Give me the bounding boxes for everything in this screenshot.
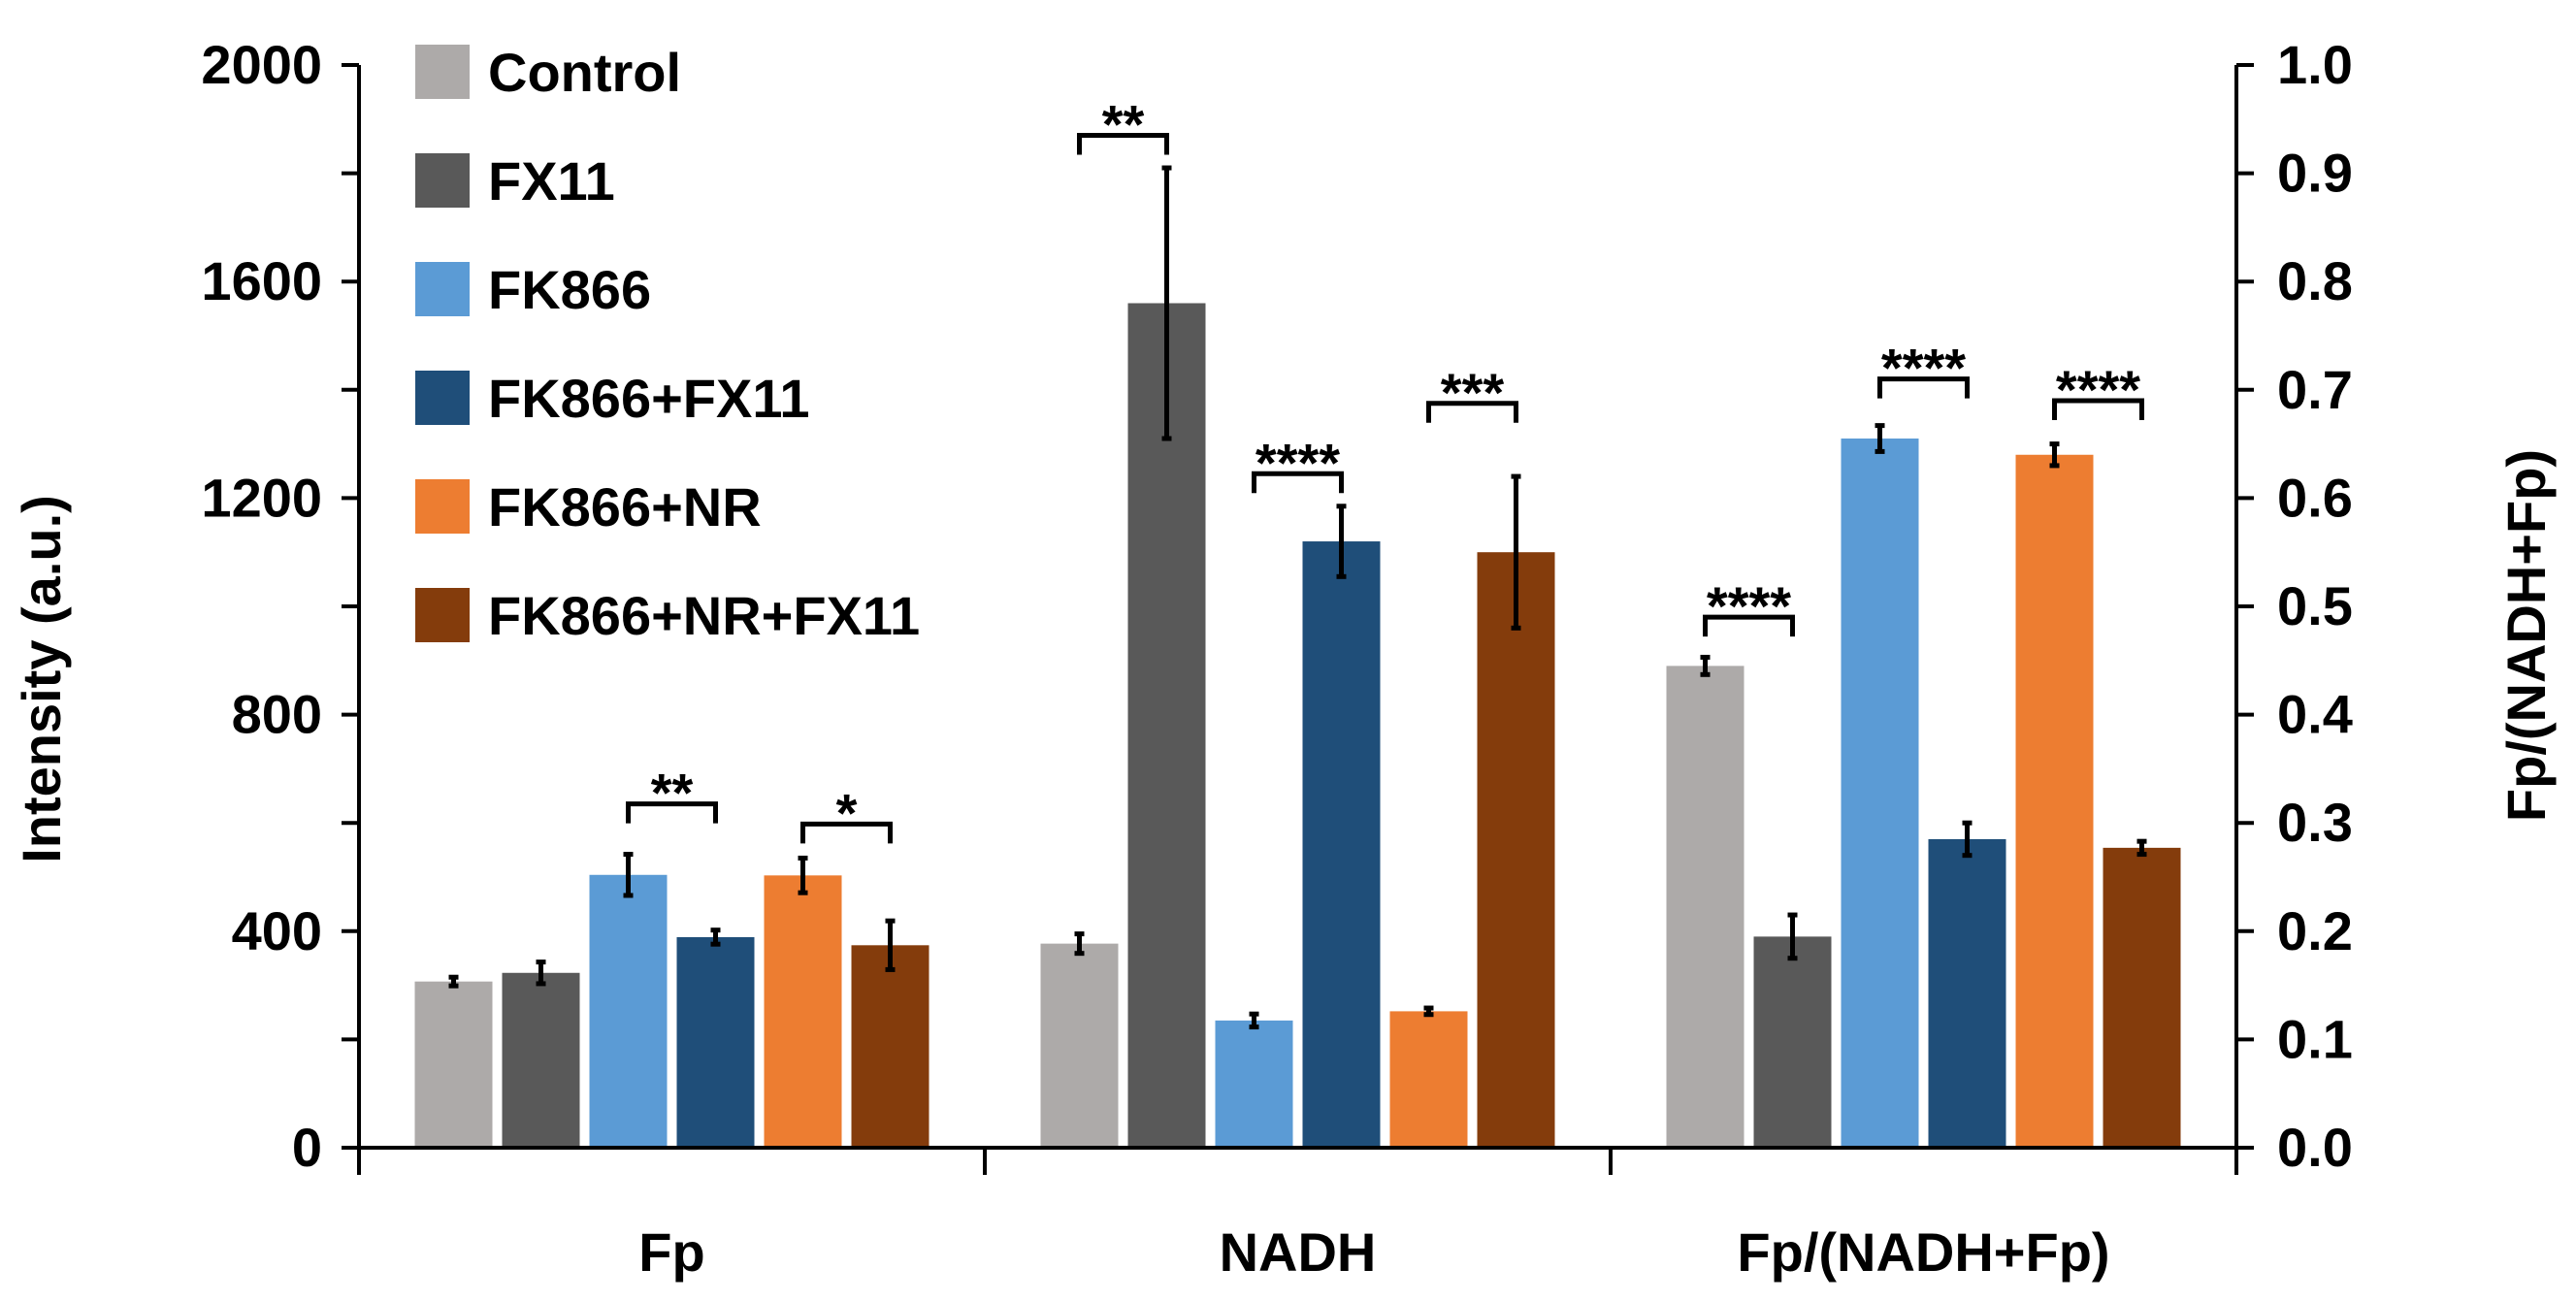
left-tick-label: 0 (292, 1117, 322, 1178)
right-tick-label: 0.3 (2277, 792, 2353, 853)
significance-bracket (2052, 398, 2144, 420)
significance-bracket (1426, 401, 1518, 423)
bar-nadh-fk866-fx11 (1302, 541, 1381, 1148)
legend-swatch-fk866-nr-fx11 (415, 588, 470, 642)
significance-label: **** (2056, 359, 2140, 420)
legend-label-fx11: FX11 (488, 150, 615, 211)
right-tick-label: 0.0 (2277, 1117, 2353, 1178)
significance-bracket (626, 801, 718, 824)
left-tick-label: 2000 (201, 34, 322, 95)
bar-fp-fk866 (589, 874, 668, 1148)
legend: Control FX11 FK866 FK866+FX11 FK866+NR FK866+… (415, 42, 920, 646)
legend-label-fk866: FK866 (488, 259, 651, 320)
plot-marks: ** ****************** **** (414, 94, 2181, 1148)
significance-bracket (1077, 133, 1169, 155)
significance-label: **** (1881, 338, 1966, 399)
significance-label: *** (1441, 362, 1505, 423)
bar-fp-nadh-fp-fk866-nr-fx11 (2103, 847, 2181, 1148)
bar-fp-nadh-fp-fk866-nr (2015, 454, 2094, 1148)
left-axis-title: Intensity (a.u.) (11, 495, 72, 863)
legend-label-fk866-nr: FK866+NR (488, 476, 762, 537)
bar-fp-fk866-nr (764, 875, 842, 1148)
significance-label: ** (651, 763, 694, 824)
bar-nadh-control (1040, 943, 1119, 1148)
right-tick-label: 0.8 (2277, 250, 2353, 311)
right-tick-label: 0.5 (2277, 575, 2353, 636)
bar-fp-nadh-fp-fx11 (1753, 936, 1832, 1148)
legend-swatch-fk866-fx11 (415, 371, 470, 425)
right-tick-label: 0.6 (2277, 467, 2353, 528)
right-axis-title: Fp/(NADH+Fp) (2495, 449, 2557, 822)
bar-fp-fx11 (502, 972, 580, 1148)
significance-label: * (836, 782, 858, 843)
right-tick-label: 1.0 (2277, 34, 2353, 95)
right-tick-label: 0.7 (2277, 359, 2353, 420)
left-tick-label: 1200 (201, 467, 322, 528)
bar-fp-nadh-fp-fk866-fx11 (1928, 838, 2006, 1148)
x-category-label: Fp (638, 1221, 704, 1283)
bar-fp-nadh-fp-fk866 (1841, 439, 1919, 1148)
bar-fp-fk866-nr-fx11 (851, 945, 929, 1148)
significance-bracket (1877, 376, 1970, 399)
x-category-label: NADH (1220, 1221, 1377, 1283)
right-tick-label: 0.2 (2277, 900, 2353, 961)
left-tick-label: 1600 (201, 250, 322, 311)
left-y-axis: 0 400 800 1200 1600 2000 (201, 34, 361, 1178)
x-category-label: Fp/(NADH+Fp) (1737, 1221, 2109, 1283)
right-tick-label: 0.4 (2277, 684, 2353, 745)
right-tick-label: 0.9 (2277, 143, 2353, 204)
significance-bracket (1703, 614, 1795, 637)
significance-label: **** (1707, 575, 1791, 636)
bar-nadh-fk866 (1215, 1020, 1293, 1148)
right-y-axis: 0.0 0.1 0.2 0.3 0.4 0.5 0.6 0.7 0.8 0.9 1.0 (2234, 34, 2353, 1178)
bar-fp-fk866-fx11 (676, 936, 755, 1148)
bar-nadh-fk866-nr (1389, 1011, 1468, 1148)
significance-label: **** (1255, 432, 1340, 493)
legend-label-control: Control (488, 42, 681, 103)
significance-bracket (1252, 471, 1344, 494)
legend-label-fk866-fx11: FK866+FX11 (488, 368, 810, 429)
legend-label-fk866-nr-fx11: FK866+NR+FX11 (488, 585, 920, 646)
significance-label: ** (1102, 94, 1145, 155)
bar-fp-control (414, 981, 493, 1148)
x-axis: Fp NADH Fp/(NADH+Fp) (357, 1146, 2238, 1283)
bar-nadh-fx11 (1127, 303, 1206, 1148)
bar-fp-nadh-fp-control (1666, 666, 1745, 1148)
left-tick-label: 800 (232, 684, 322, 745)
bar-nadh-fk866-nr-fx11 (1477, 552, 1555, 1148)
significance-bracket (800, 821, 893, 844)
legend-swatch-control (415, 45, 470, 99)
right-tick-label: 0.1 (2277, 1008, 2353, 1069)
legend-swatch-fx11 (415, 153, 470, 208)
legend-swatch-fk866 (415, 262, 470, 316)
left-tick-label: 400 (232, 900, 322, 961)
legend-swatch-fk866-nr (415, 479, 470, 534)
